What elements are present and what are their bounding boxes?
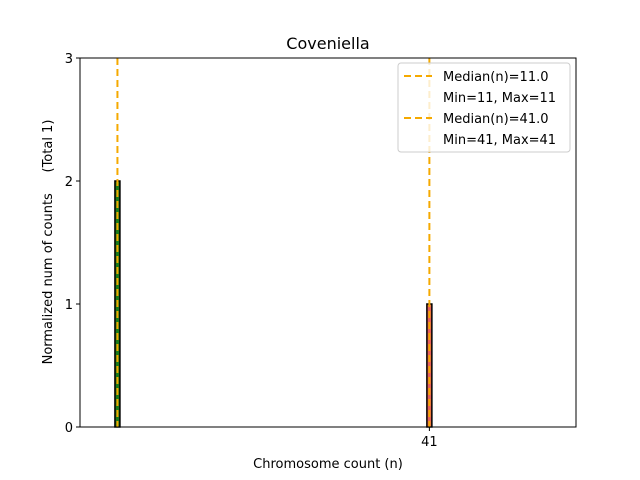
legend: Median(n)=11.0 Min=11, Max=11 Median(n)=41… xyxy=(397,62,571,153)
legend-median-label-0: Median(n)=11.0 xyxy=(443,70,549,85)
y-axis-label: Normalized num of counts (Total 1) xyxy=(41,120,56,365)
y-tick-label-1: 1 xyxy=(65,298,73,313)
x-axis-label: Chromosome count (n) xyxy=(253,457,403,472)
legend-median-label-1: Median(n)=41.0 xyxy=(443,112,549,127)
axis-ticks: 0 1 2 3 41 xyxy=(65,52,438,450)
y-tick-label-2: 2 xyxy=(65,175,73,190)
legend-box xyxy=(397,62,571,153)
y-tick-label-3: 3 xyxy=(65,52,73,67)
legend-range-label-1: Min=41, Max=41 xyxy=(443,133,556,148)
y-tick-label-0: 0 xyxy=(65,421,73,436)
x-tick-label-41: 41 xyxy=(421,435,438,450)
axes-frame xyxy=(79,57,577,428)
legend-range-label-0: Min=11, Max=11 xyxy=(443,91,556,106)
chart-title: Coveniella xyxy=(286,34,369,53)
